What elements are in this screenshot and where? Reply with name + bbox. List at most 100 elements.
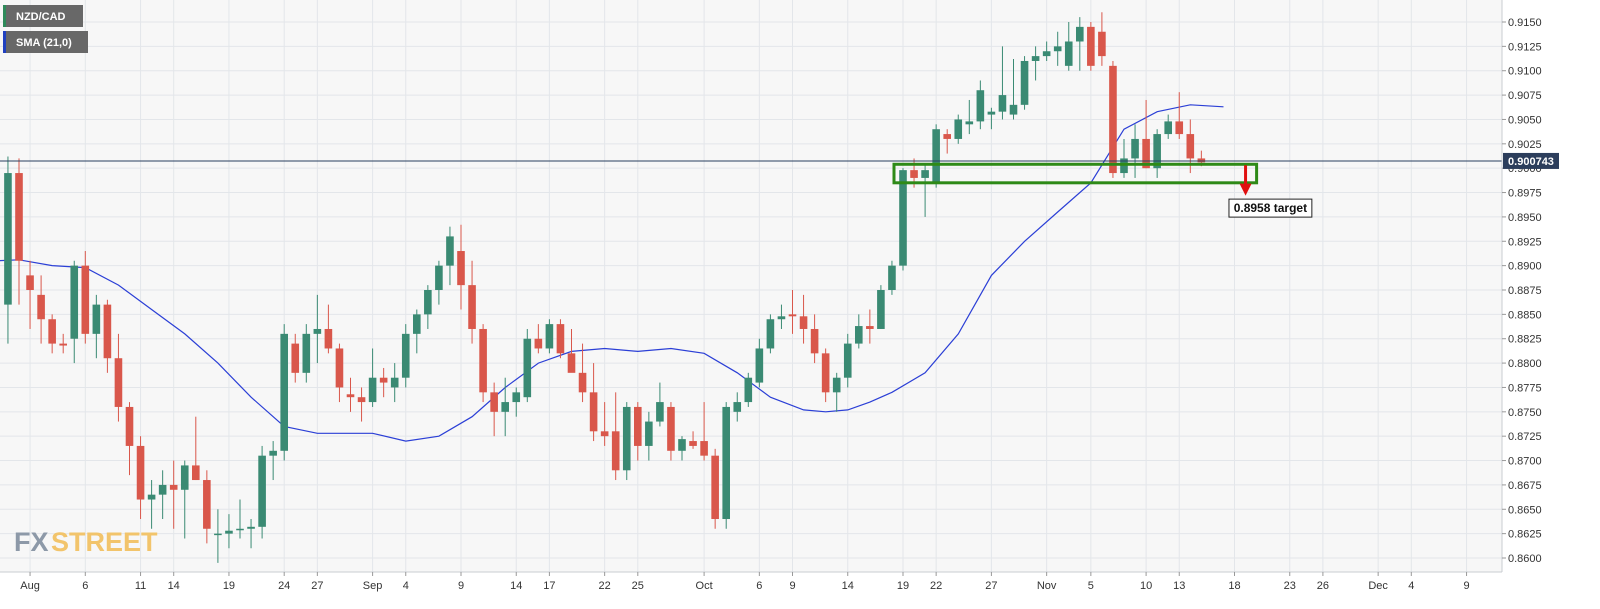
- candle: [302, 324, 311, 383]
- candle-body: [1175, 121, 1184, 135]
- candle: [976, 80, 985, 130]
- candle-body: [357, 397, 366, 403]
- candle: [600, 402, 609, 446]
- candle-body: [114, 358, 123, 407]
- target-label-text: 0.8958 target: [1234, 201, 1307, 215]
- candle: [468, 260, 476, 344]
- candle-body: [998, 95, 1007, 112]
- y-tick-label: 0.9150: [1508, 17, 1542, 29]
- candle: [15, 158, 23, 305]
- candle: [1031, 46, 1040, 81]
- candle-body: [755, 348, 764, 383]
- sma-layer: [0, 104, 1224, 442]
- candle: [1098, 12, 1106, 66]
- y-tick-label: 0.8800: [1508, 358, 1542, 370]
- candle: [48, 314, 56, 354]
- x-tick-label: 27: [311, 580, 323, 592]
- candle: [888, 260, 896, 295]
- sma-line: [0, 104, 1224, 442]
- candle: [678, 436, 686, 461]
- x-tick-label: 22: [599, 580, 611, 592]
- candle-body: [1064, 41, 1073, 66]
- legend-sma[interactable]: SMA (21,0): [3, 31, 88, 53]
- candle-body: [678, 439, 686, 451]
- candle: [711, 448, 719, 529]
- candle: [998, 46, 1007, 120]
- candle-body: [921, 170, 929, 178]
- watermark-logo: FX STREET: [14, 527, 158, 557]
- candle: [4, 156, 12, 344]
- candle: [932, 124, 940, 188]
- candle: [192, 416, 200, 481]
- candle-body: [125, 406, 134, 446]
- candle: [335, 343, 344, 403]
- candle-body: [501, 402, 509, 412]
- candle: [479, 324, 487, 403]
- candle: [645, 411, 653, 461]
- candle: [214, 509, 222, 563]
- y-tick-label: 0.8825: [1508, 334, 1542, 346]
- candle: [744, 372, 753, 407]
- candle: [291, 333, 300, 383]
- candle: [435, 260, 443, 305]
- candle: [1076, 17, 1084, 71]
- candle: [788, 290, 797, 334]
- candle: [203, 470, 211, 544]
- legend-sma-bg: [3, 31, 88, 53]
- plot-background: [0, 0, 1502, 572]
- candle: [578, 343, 587, 403]
- legend-sma-text: SMA (21,0): [16, 37, 72, 49]
- y-tick-label: 0.8775: [1508, 382, 1542, 394]
- candle-body: [258, 455, 266, 527]
- candle: [103, 299, 112, 373]
- candle: [899, 168, 907, 271]
- candle: [379, 367, 388, 398]
- candle: [236, 499, 244, 539]
- candle-body: [413, 314, 421, 334]
- candle-body: [667, 406, 675, 451]
- candle-body: [324, 328, 333, 349]
- x-tick-label: 6: [82, 580, 88, 592]
- candle-body: [446, 236, 454, 266]
- x-tick-label: 18: [1228, 580, 1240, 592]
- candle: [1064, 22, 1073, 71]
- x-tick-label: 14: [168, 580, 180, 592]
- candle: [733, 392, 742, 422]
- candle: [125, 402, 134, 476]
- x-tick-label: Dec: [1368, 580, 1388, 592]
- candle-body: [269, 450, 277, 456]
- y-tick-label: 0.8625: [1508, 529, 1542, 541]
- candle-body: [600, 431, 609, 437]
- watermark-fx: FX: [14, 527, 49, 557]
- y-tick-label: 0.8725: [1508, 431, 1542, 443]
- target-label-box: [1228, 198, 1313, 218]
- candle: [424, 285, 432, 329]
- candle-body: [965, 121, 974, 125]
- candle-body: [821, 353, 830, 393]
- candle: [490, 382, 498, 437]
- candle-body: [390, 377, 399, 388]
- candle: [810, 314, 819, 364]
- candle-body: [700, 441, 708, 456]
- legend-symbol-text: NZD/CAD: [16, 11, 66, 23]
- legend-symbol[interactable]: NZD/CAD: [3, 5, 83, 27]
- candle-body: [291, 343, 300, 373]
- y-tick-label: 0.9125: [1508, 41, 1542, 53]
- candle-body: [1164, 121, 1172, 135]
- candle-body: [910, 170, 918, 178]
- y-tick-label: 0.8975: [1508, 188, 1542, 200]
- candle-body: [158, 484, 167, 495]
- candle-body: [622, 406, 631, 471]
- candle-body: [335, 348, 344, 388]
- candle-body: [832, 377, 841, 393]
- candles: [4, 12, 1206, 563]
- legend-symbol-accent: [3, 5, 6, 27]
- candle-body: [1042, 51, 1051, 57]
- x-tick-label: 26: [1317, 580, 1329, 592]
- candle-body: [247, 526, 255, 529]
- candle: [169, 460, 178, 529]
- candle: [401, 324, 410, 388]
- y-tick-label: 0.8700: [1508, 456, 1542, 468]
- candle-body: [722, 406, 730, 520]
